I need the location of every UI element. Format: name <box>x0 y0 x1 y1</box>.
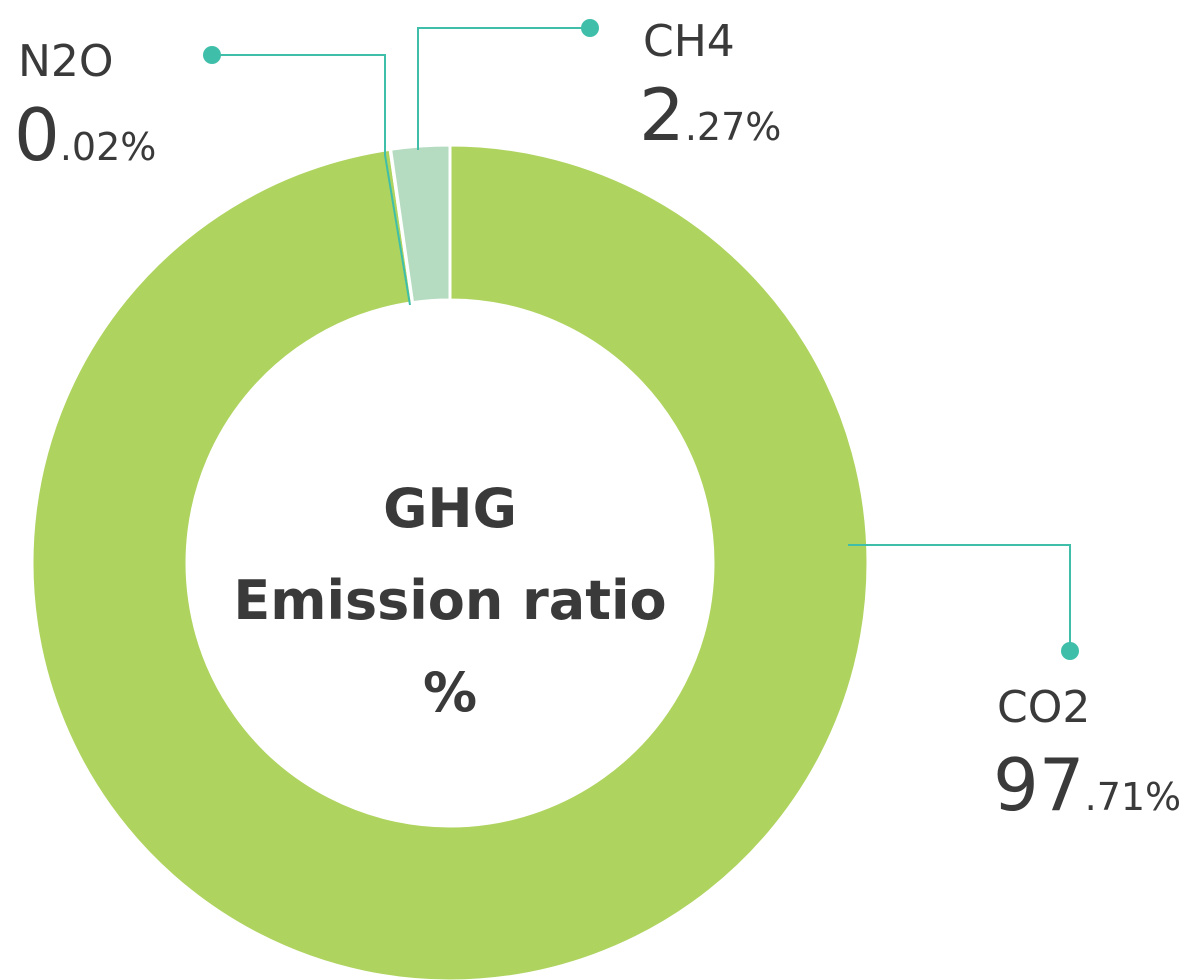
center-label: GHG <box>383 477 517 540</box>
category-label: CH4 <box>643 16 735 67</box>
value-label: 97.71% <box>993 743 1181 827</box>
center-label: % <box>423 661 477 724</box>
leader-line <box>417 27 590 150</box>
leader-line <box>848 544 1071 651</box>
value-integer: 0 <box>14 93 60 177</box>
donut-segment <box>388 143 452 305</box>
category-label: CO2 <box>997 682 1090 733</box>
value-integer: 2 <box>639 73 685 157</box>
value-label: 0.02% <box>14 93 156 177</box>
category-label: N2O <box>18 36 114 87</box>
center-label: Emission ratio <box>233 569 666 632</box>
leader-dot <box>203 46 221 64</box>
leader-dot <box>581 19 599 37</box>
donut-segment <box>30 143 870 980</box>
value-fraction: .71% <box>1085 775 1182 819</box>
value-integer: 97 <box>993 743 1085 827</box>
value-fraction: .02% <box>60 125 157 169</box>
leader-dot <box>1061 642 1079 660</box>
leader-line <box>212 54 411 306</box>
value-label: 2.27% <box>639 73 781 157</box>
value-fraction: .27% <box>685 105 782 149</box>
